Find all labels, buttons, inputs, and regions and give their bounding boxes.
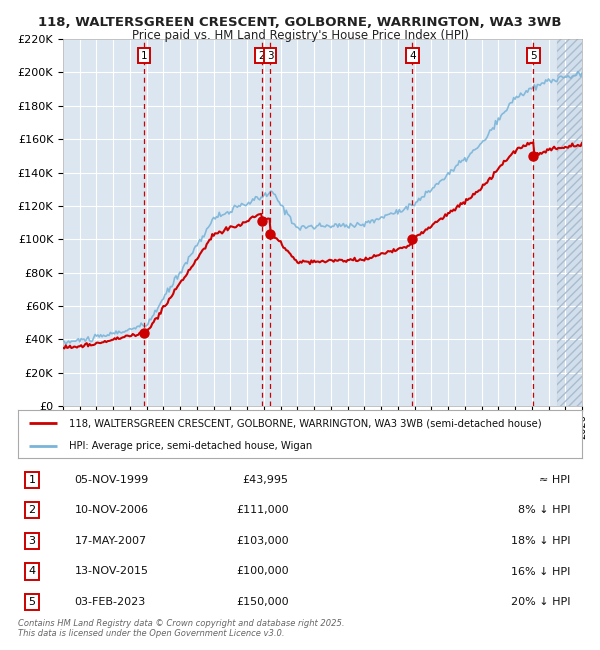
Text: 10-NOV-2006: 10-NOV-2006 <box>74 506 148 515</box>
Text: 3: 3 <box>267 51 274 60</box>
Text: £100,000: £100,000 <box>236 567 289 577</box>
Text: Price paid vs. HM Land Registry's House Price Index (HPI): Price paid vs. HM Land Registry's House … <box>131 29 469 42</box>
Text: 118, WALTERSGREEN CRESCENT, GOLBORNE, WARRINGTON, WA3 3WB: 118, WALTERSGREEN CRESCENT, GOLBORNE, WA… <box>38 16 562 29</box>
Text: 05-NOV-1999: 05-NOV-1999 <box>74 475 149 485</box>
Text: 5: 5 <box>29 597 35 607</box>
Text: 16% ↓ HPI: 16% ↓ HPI <box>511 567 571 577</box>
Text: 1: 1 <box>141 51 148 60</box>
Text: 1: 1 <box>29 475 35 485</box>
Text: 118, WALTERSGREEN CRESCENT, GOLBORNE, WARRINGTON, WA3 3WB (semi-detached house): 118, WALTERSGREEN CRESCENT, GOLBORNE, WA… <box>69 418 541 428</box>
Text: £43,995: £43,995 <box>243 475 289 485</box>
Text: 8% ↓ HPI: 8% ↓ HPI <box>518 506 571 515</box>
Text: 13-NOV-2015: 13-NOV-2015 <box>74 567 148 577</box>
Bar <box>557 39 590 406</box>
Text: 2: 2 <box>259 51 265 60</box>
Text: 17-MAY-2007: 17-MAY-2007 <box>74 536 146 546</box>
Text: ≈ HPI: ≈ HPI <box>539 475 571 485</box>
Text: £103,000: £103,000 <box>236 536 289 546</box>
Text: £150,000: £150,000 <box>236 597 289 607</box>
Text: 2: 2 <box>29 506 35 515</box>
Text: £111,000: £111,000 <box>236 506 289 515</box>
Text: 20% ↓ HPI: 20% ↓ HPI <box>511 597 571 607</box>
Text: Contains HM Land Registry data © Crown copyright and database right 2025.
This d: Contains HM Land Registry data © Crown c… <box>18 619 344 638</box>
Text: 4: 4 <box>409 51 416 60</box>
Text: 3: 3 <box>29 536 35 546</box>
Text: 4: 4 <box>29 567 35 577</box>
Bar <box>557 39 590 406</box>
Text: 03-FEB-2023: 03-FEB-2023 <box>74 597 146 607</box>
Text: 18% ↓ HPI: 18% ↓ HPI <box>511 536 571 546</box>
Text: HPI: Average price, semi-detached house, Wigan: HPI: Average price, semi-detached house,… <box>69 441 312 451</box>
Text: 5: 5 <box>530 51 536 60</box>
